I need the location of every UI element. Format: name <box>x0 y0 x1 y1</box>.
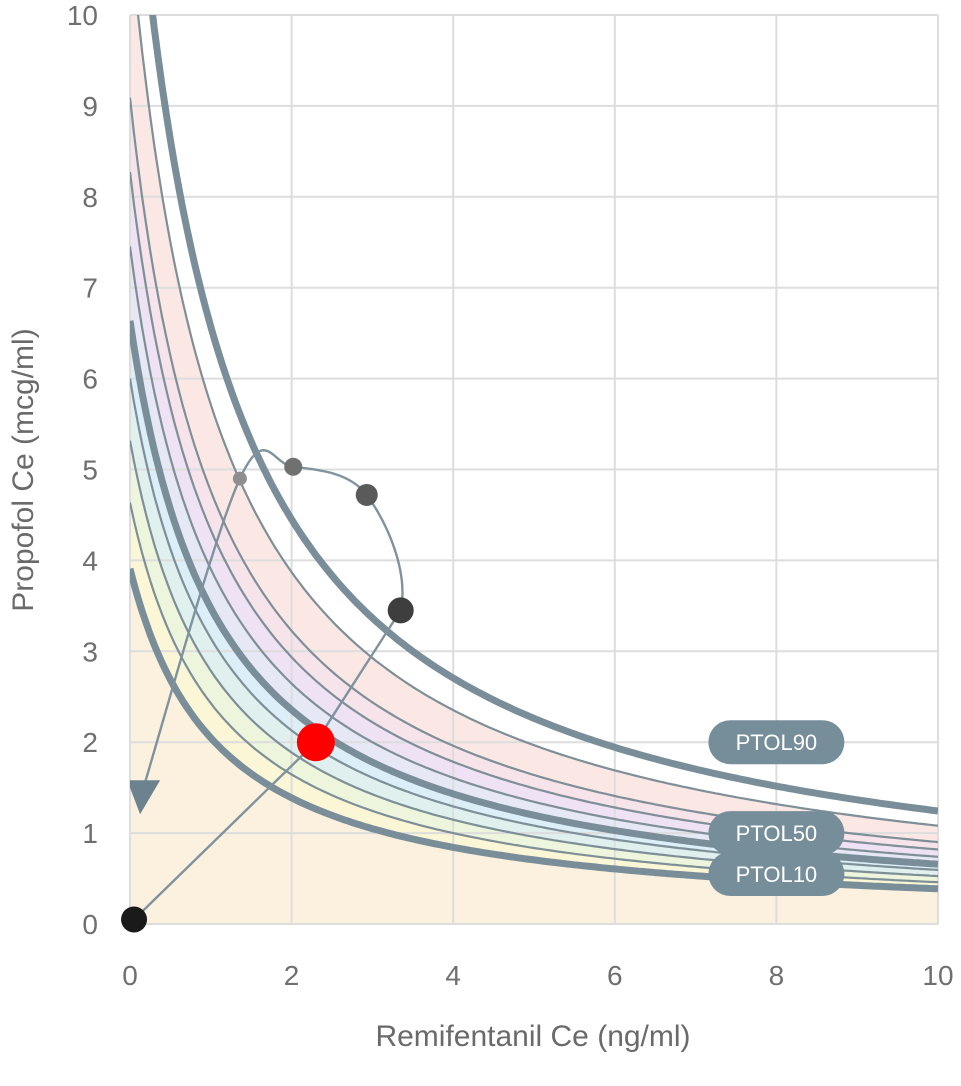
x-axis-title: Remifentanil Ce (ng/ml) <box>375 1020 690 1053</box>
trajectory-marker-3 <box>355 483 378 506</box>
trajectory-marker-5 <box>232 471 247 486</box>
y-tick-3: 3 <box>82 636 98 667</box>
x-tick-6: 6 <box>607 960 623 991</box>
y-tick-labels: 0 1 2 3 4 5 6 7 8 9 10 <box>67 0 98 940</box>
isobole-8 <box>136 15 938 827</box>
trajectory-marker-4 <box>284 457 303 476</box>
ptol-badge-ptol90: PTOL90 <box>708 720 845 765</box>
y-tick-0: 0 <box>82 909 98 940</box>
ptol-badge-bg <box>708 811 845 856</box>
y-tick-6: 6 <box>82 364 98 395</box>
y-tick-1: 1 <box>82 818 98 849</box>
y-tick-10: 10 <box>67 0 98 31</box>
ptol-badge-ptol50: PTOL50 <box>708 811 845 856</box>
y-tick-7: 7 <box>82 273 98 304</box>
x-tick-labels: 0 2 4 6 8 10 <box>122 960 953 991</box>
trajectory-line <box>133 449 404 921</box>
isobole-9 <box>149 15 938 815</box>
trajectory-marker-1 <box>296 723 335 762</box>
ptol-badge-label: PTOL10 <box>736 862 818 887</box>
y-tick-4: 4 <box>82 545 98 576</box>
trajectory-path <box>130 449 404 921</box>
trajectory-markers <box>121 457 414 933</box>
y-tick-8: 8 <box>82 182 98 213</box>
isobole-band-9 <box>130 568 938 924</box>
ptol-badge-bg <box>708 720 845 765</box>
x-tick-10: 10 <box>922 960 953 991</box>
ptol-badge-bg <box>708 852 845 897</box>
x-tick-2: 2 <box>284 960 300 991</box>
trajectory-marker-0 <box>121 906 148 933</box>
ptol-badge-label: PTOL90 <box>736 730 818 755</box>
y-tick-2: 2 <box>82 727 98 758</box>
x-tick-4: 4 <box>445 960 461 991</box>
ptol-badges: PTOL90 PTOL50 PTOL10 <box>708 720 845 897</box>
trajectory-marker-2 <box>387 597 414 624</box>
y-axis-title: Propofol Ce (mcg/ml) <box>7 328 40 611</box>
y-tick-9: 9 <box>82 91 98 122</box>
ptol-badge-label: PTOL50 <box>736 821 818 846</box>
y-tick-5: 5 <box>82 455 98 486</box>
x-tick-8: 8 <box>769 960 785 991</box>
x-tick-0: 0 <box>122 960 138 991</box>
trajectory-arrowhead <box>130 780 161 815</box>
ptol-badge-ptol10: PTOL10 <box>708 852 845 897</box>
